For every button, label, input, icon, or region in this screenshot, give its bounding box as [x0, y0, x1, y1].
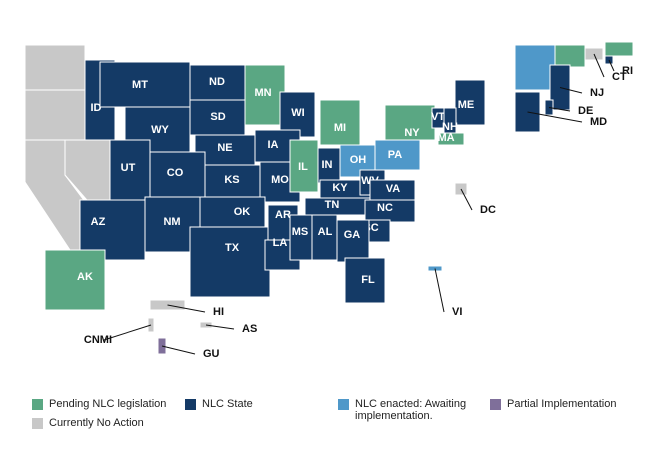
legend-swatch: [490, 399, 501, 410]
leader-line: [460, 188, 473, 211]
state-label: AR: [275, 209, 291, 221]
state-label: OK: [234, 206, 251, 218]
state-label: SD: [210, 111, 225, 123]
state-label: MI: [334, 122, 346, 134]
leader-line: [205, 324, 235, 330]
state-label: ND: [209, 76, 225, 88]
leader-line: [608, 59, 615, 72]
state-shape: [44, 249, 106, 311]
state-label: KS: [224, 174, 239, 186]
legend-label: NLC State: [202, 398, 253, 410]
state-label: VA: [386, 183, 401, 195]
state-label: AK: [77, 271, 93, 283]
state-label: AZ: [91, 216, 106, 228]
state-shape: [149, 151, 206, 198]
state-shape: [199, 196, 266, 228]
legend-item: Partial Implementation: [490, 398, 616, 410]
legend-item: Pending NLC legislation: [32, 398, 166, 410]
state-label: NH: [442, 121, 458, 133]
state-label: GA: [344, 229, 361, 241]
state-shape: [189, 226, 271, 298]
leader-line: [434, 268, 445, 313]
leader-line: [167, 304, 206, 313]
state-label: GU: [203, 348, 220, 360]
inset-shape: [514, 44, 556, 91]
state-label: WY: [151, 124, 169, 136]
legend-label: Partial Implementation: [507, 398, 617, 410]
legend-item: Currently No Action: [32, 417, 144, 429]
legend-item: NLC enacted: Awaiting implementation.: [338, 398, 488, 422]
state-label: MN: [254, 87, 271, 99]
state-label: NJ: [590, 87, 604, 99]
legend-item: NLC State: [185, 398, 253, 410]
leader-line: [103, 324, 152, 341]
state-label: HI: [213, 306, 224, 318]
legend-swatch: [338, 399, 349, 410]
state-label: MO: [271, 174, 289, 186]
state-shape: [384, 104, 436, 141]
state-label: ME: [458, 99, 475, 111]
leader-line: [161, 345, 196, 355]
state-shape: [24, 44, 86, 91]
state-label: MA: [437, 132, 454, 144]
state-label: CO: [167, 167, 184, 179]
legend-label: NLC enacted: Awaiting implementation.: [355, 398, 467, 422]
leader-line: [593, 53, 605, 78]
state-label: WI: [291, 107, 304, 119]
legend-label: Currently No Action: [49, 417, 144, 429]
state-label: NM: [163, 216, 180, 228]
state-shape: [454, 79, 486, 126]
state-label: LA: [273, 237, 288, 249]
state-shape: [244, 64, 286, 126]
state-label: AS: [242, 323, 257, 335]
leader-line: [527, 111, 583, 123]
state-label: VT: [431, 111, 445, 123]
state-label: CT: [612, 71, 627, 83]
state-label: NC: [377, 202, 393, 214]
state-shape: [109, 139, 151, 201]
state-shape: [344, 257, 386, 304]
legend-label: Pending NLC legislation: [49, 398, 167, 410]
leader-line: [559, 87, 583, 94]
state-shape: [437, 132, 465, 146]
inset-shape: [604, 41, 634, 57]
state-label: DE: [578, 105, 593, 117]
state-label: UT: [121, 162, 136, 174]
state-label: KY: [332, 182, 348, 194]
legend-swatch: [185, 399, 196, 410]
inset-shape: [554, 44, 586, 68]
state-label: AL: [318, 226, 333, 238]
inset: [514, 41, 634, 91]
state-label: MD: [590, 116, 607, 128]
state-label: TN: [325, 199, 340, 211]
state-label: FL: [361, 274, 375, 286]
state-label: NE: [217, 142, 232, 154]
state-label: VI: [452, 306, 462, 318]
state-label: OH: [350, 154, 367, 166]
legend-swatch: [32, 418, 43, 429]
state-label: DC: [480, 204, 496, 216]
state-label: CNMI: [84, 334, 112, 346]
state-shape: [289, 139, 319, 193]
state-shape: [24, 89, 86, 141]
state-label: NY: [404, 127, 420, 139]
state-label: MT: [132, 79, 148, 91]
state-label: TX: [225, 242, 240, 254]
legend-swatch: [32, 399, 43, 410]
state-label: MS: [292, 226, 309, 238]
state-shape: [319, 99, 361, 146]
state-shape: [374, 139, 421, 171]
state-label: IN: [322, 159, 333, 171]
state-shape: [336, 219, 370, 263]
state-label: IA: [268, 139, 279, 151]
state-shape: [99, 61, 191, 108]
state-label: RI: [622, 65, 633, 77]
leader-line: [548, 107, 571, 112]
state-label: IL: [298, 161, 308, 173]
state-label: ID: [91, 102, 102, 114]
state-label: PA: [388, 149, 403, 161]
